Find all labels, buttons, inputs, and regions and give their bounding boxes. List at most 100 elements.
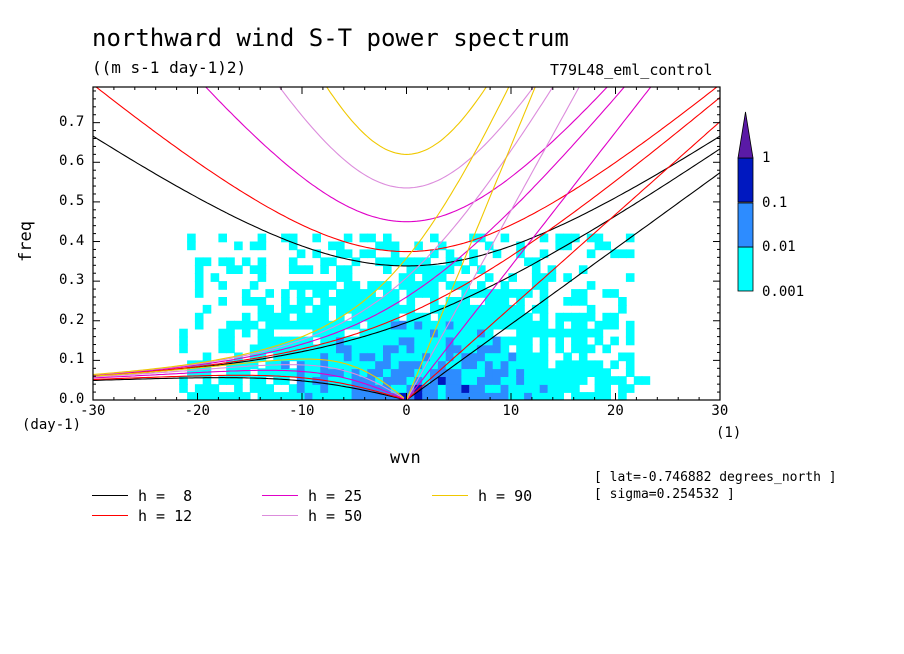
power-cell — [398, 384, 408, 393]
power-cell — [586, 281, 596, 290]
power-cell — [492, 344, 502, 354]
power-cell — [202, 392, 212, 400]
power-cell — [625, 336, 635, 346]
power-cell — [336, 241, 345, 251]
power-cell — [202, 360, 212, 370]
power-cell — [218, 336, 227, 346]
power-cell — [281, 320, 290, 330]
curve-mixed-rossby-gravity-h90 — [93, 87, 510, 376]
power-cell — [351, 304, 361, 314]
power-cell — [539, 352, 549, 362]
power-cell — [288, 320, 298, 330]
power-cell — [437, 368, 447, 377]
power-cell — [555, 328, 564, 338]
power-cell — [430, 384, 439, 393]
power-cell — [375, 304, 384, 314]
curve-kelvin-h12 — [406, 121, 720, 400]
power-cell — [422, 392, 431, 400]
power-cell — [383, 257, 392, 267]
power-cell — [257, 312, 267, 322]
power-cell — [500, 297, 510, 306]
power-cell — [398, 304, 408, 314]
power-cell — [218, 376, 227, 385]
power-cell — [351, 352, 361, 362]
power-cell — [383, 297, 392, 306]
power-cell — [430, 289, 439, 298]
power-cell — [336, 289, 345, 298]
power-cell — [477, 368, 486, 377]
power-cell — [343, 249, 353, 259]
curve-mixed-rossby-gravity-h25 — [93, 87, 625, 376]
power-cell — [437, 241, 447, 251]
power-cell — [445, 328, 455, 338]
power-cell — [257, 368, 267, 377]
power-cell — [367, 249, 376, 259]
power-cell — [367, 289, 376, 298]
curve-kelvin-h25 — [406, 87, 652, 400]
power-cell — [453, 360, 463, 370]
x-tick-label: 30 — [711, 403, 729, 419]
power-cell — [578, 297, 588, 306]
power-cell — [469, 289, 478, 298]
power-cell — [320, 360, 329, 370]
power-cell — [241, 257, 251, 267]
power-cell — [516, 297, 525, 306]
power-cell — [469, 392, 478, 400]
power-cell — [524, 320, 533, 330]
power-cell — [508, 273, 517, 282]
power-cell — [555, 384, 564, 393]
power-cell — [602, 376, 611, 385]
power-cell — [234, 320, 243, 330]
power-cell — [445, 352, 455, 362]
power-cell — [398, 320, 408, 330]
power-cell — [516, 360, 525, 370]
power-cell — [375, 392, 384, 400]
power-cell — [484, 384, 494, 393]
power-cell — [477, 336, 486, 346]
power-cell — [594, 392, 604, 400]
power-cell — [539, 249, 549, 259]
power-cell — [641, 376, 651, 385]
curve-inertia-gravity-h50 — [278, 87, 535, 189]
power-cell — [531, 328, 541, 338]
power-cell — [320, 328, 329, 338]
power-cell — [390, 312, 400, 322]
power-cell — [406, 289, 416, 298]
power-cell — [445, 297, 455, 306]
power-cell — [539, 336, 549, 346]
power-cell — [414, 368, 423, 377]
power-cell — [265, 304, 274, 314]
power-cell — [477, 360, 486, 370]
power-cell — [618, 304, 627, 314]
power-cell — [516, 352, 525, 362]
power-cell — [359, 289, 369, 298]
power-cell — [320, 320, 329, 330]
power-cell — [430, 352, 439, 362]
power-cell — [524, 368, 533, 377]
power-cell — [359, 344, 369, 354]
power-cell — [531, 273, 541, 282]
colorbar-level-0.01 — [737, 202, 754, 248]
power-cell — [437, 328, 447, 338]
power-cell — [539, 344, 549, 354]
power-cell — [422, 265, 431, 274]
power-cell — [484, 328, 494, 338]
power-cell — [524, 336, 533, 346]
power-cell — [257, 336, 267, 346]
power-cell — [359, 360, 369, 370]
power-cell — [555, 312, 564, 322]
power-cell — [453, 320, 463, 330]
power-cell — [445, 249, 455, 259]
power-cell — [312, 249, 321, 259]
legend-swatch — [262, 495, 298, 496]
power-cell — [312, 304, 321, 314]
power-cell — [304, 336, 314, 346]
power-cell — [414, 257, 423, 267]
power-cell — [375, 257, 384, 267]
power-cell — [571, 289, 580, 298]
x-axis-label: wvn — [390, 448, 421, 468]
colorbar-level-0.1 — [737, 157, 754, 203]
power-cell — [304, 392, 314, 400]
power-cell — [202, 257, 212, 267]
legend-label: h = 50 — [308, 507, 363, 525]
